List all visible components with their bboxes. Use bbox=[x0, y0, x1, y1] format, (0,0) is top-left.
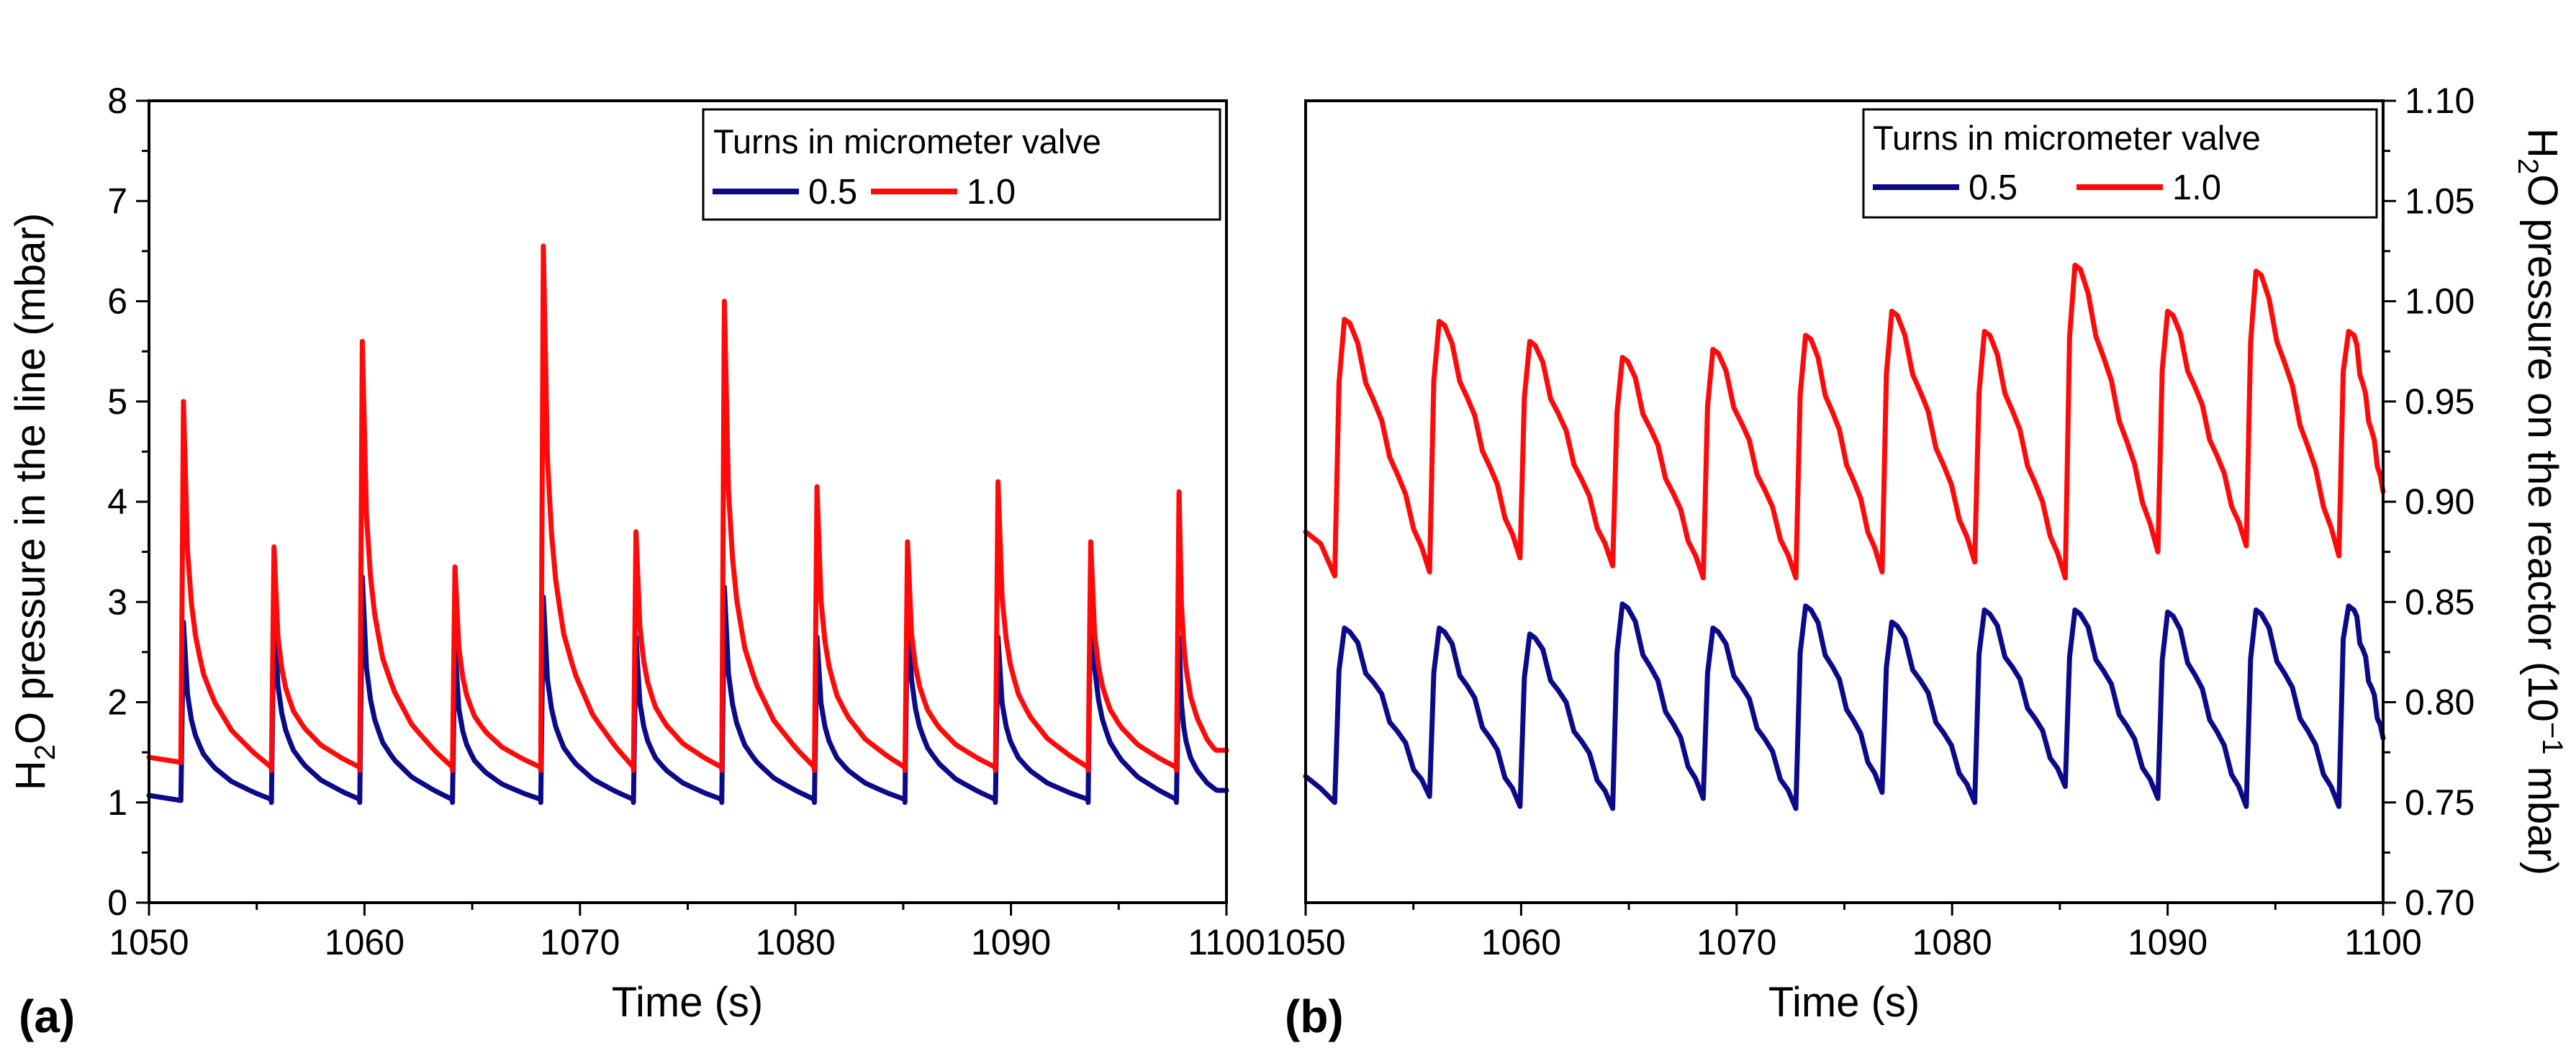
panel-b-plot-frame bbox=[1304, 99, 2385, 904]
panel-b-y-tick-label: 0.90 bbox=[2405, 482, 2475, 522]
panel-b-y-tick-label: 0.80 bbox=[2405, 682, 2475, 723]
panel-b-y-tick-label: 1.00 bbox=[2405, 281, 2475, 322]
panel-b-y-tick-label: 1.05 bbox=[2405, 181, 2475, 221]
panel-a-legend-label-0: 0.5 bbox=[808, 173, 857, 212]
panel-b-y-tick-label: 0.75 bbox=[2405, 782, 2475, 823]
panel-a-x-tick-label: 1050 bbox=[109, 922, 189, 962]
panel-b-legend-label-1: 1.0 bbox=[2172, 168, 2221, 207]
panel-b-x-tick-label: 1100 bbox=[2344, 922, 2422, 962]
panel-a-x-tick-label: 1080 bbox=[756, 922, 836, 962]
panel-a-y-tick-label: 6 bbox=[107, 281, 127, 322]
panel-a-legend: Turns in micrometer valve 0.5 1.0 bbox=[702, 108, 1221, 221]
panel-a-legend-label-1: 1.0 bbox=[967, 173, 1016, 212]
panel-a-series-line-1.0 bbox=[146, 243, 1229, 773]
panel-a-legend-box bbox=[702, 108, 1221, 221]
panel-b-series bbox=[1303, 262, 2386, 811]
panel-b-legend-title: Turns in micrometer valve bbox=[1873, 119, 2261, 157]
panel-b-series-line-0.5 bbox=[1303, 601, 2386, 811]
panel-a-legend-title: Turns in micrometer valve bbox=[713, 122, 1101, 161]
panel-a-y-tick-label: 3 bbox=[107, 582, 127, 622]
panel-a-series-line-0.5 bbox=[146, 574, 1229, 805]
panel-b-x-tick-label: 1090 bbox=[2128, 922, 2207, 962]
panel-a-x-tick-label: 1070 bbox=[540, 922, 620, 962]
panel-a-y-tick-label: 4 bbox=[107, 482, 127, 522]
panel-b-series-line-1.0 bbox=[1303, 262, 2386, 581]
panel-b-x-tick-label: 1070 bbox=[1696, 922, 1776, 962]
panel-a-series bbox=[146, 243, 1229, 805]
panel-a: 1050 1060 1070 1080 1090 1100 0 1 2 3 4 5 6 7 8 Time (… bbox=[7, 81, 1265, 1042]
panel-b-y-tick-label: 1.10 bbox=[2405, 81, 2475, 121]
panel-a-x-tick-label: 1100 bbox=[1188, 922, 1265, 962]
panel-a-x-tick-label: 1060 bbox=[325, 922, 405, 962]
panel-a-x-axis-title: Time (s) bbox=[612, 979, 763, 1026]
panel-b-y-tick-label: 0.95 bbox=[2405, 382, 2475, 422]
panel-b-legend-box bbox=[1862, 108, 2378, 219]
panel-a-x-tick-label: 1090 bbox=[971, 922, 1051, 962]
panel-a-y-axis-title: H2O pressure in the line (mbar) bbox=[7, 213, 61, 790]
panel-a-y-tick-label: 2 bbox=[107, 682, 127, 723]
panel-a-y-tick-label: 8 bbox=[107, 81, 127, 121]
panel-b-legend: Turns in micrometer valve 0.5 1.0 bbox=[1862, 108, 2378, 219]
panel-b-label: (b) bbox=[1285, 990, 1344, 1042]
panel-a-y-tick-label: 5 bbox=[107, 382, 127, 422]
panel-b-x-tick-label: 1050 bbox=[1265, 922, 1345, 962]
panel-a-y-tick-label: 7 bbox=[107, 181, 127, 221]
panel-a-plot-frame bbox=[148, 99, 1228, 904]
panel-a-y-tick-label: 1 bbox=[107, 782, 127, 823]
panel-b-y-tick-label: 0.70 bbox=[2405, 883, 2475, 923]
panel-b-legend-label-0: 0.5 bbox=[1969, 168, 2017, 207]
panel-b-x-axis-title: Time (s) bbox=[1768, 979, 1920, 1026]
panel-a-label: (a) bbox=[19, 990, 75, 1042]
panel-b-x-tick-label: 1060 bbox=[1481, 922, 1561, 962]
panel-b-y-tick-label: 0.85 bbox=[2405, 582, 2475, 622]
panel-a-y-tick-label: 0 bbox=[107, 883, 127, 923]
panel-b-x-tick-label: 1080 bbox=[1912, 922, 1992, 962]
panel-b-y-axis-title: H2O pressure on the reactor (10−1 mbar) bbox=[2512, 128, 2568, 875]
